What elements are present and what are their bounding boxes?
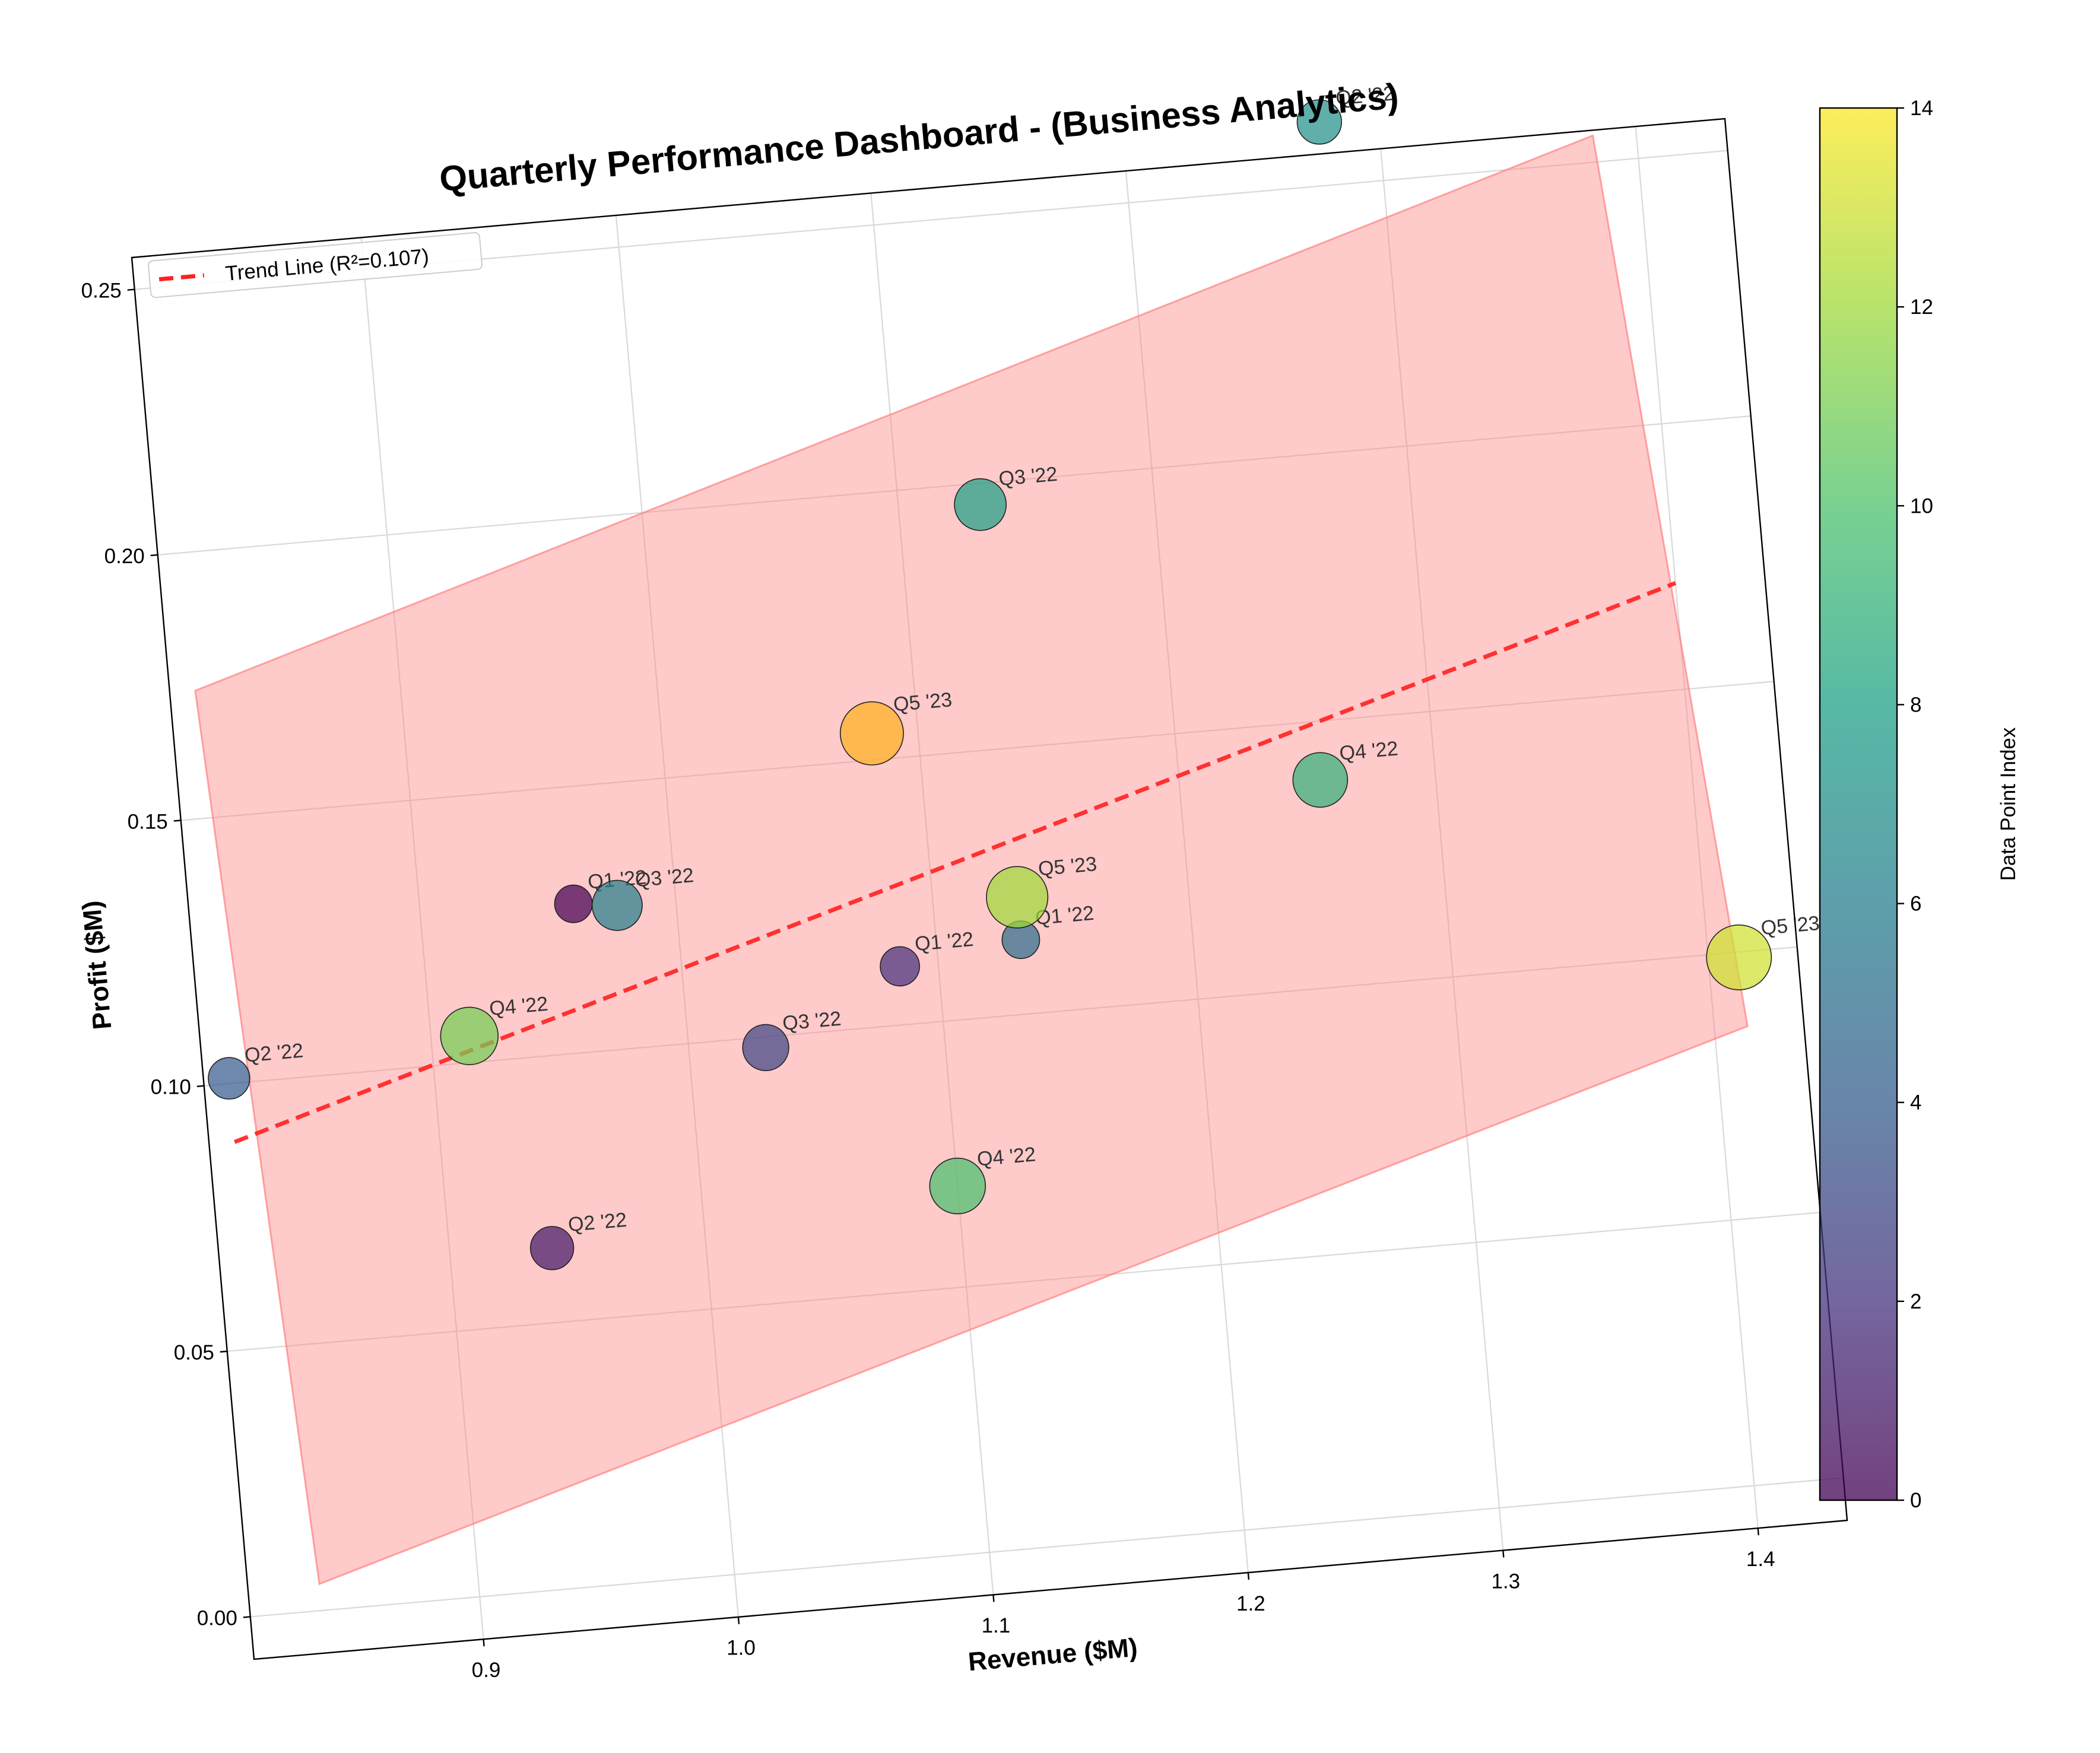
ticks: 0.9 1.0 1.1 1.2 1.3 1.4 0.00 0.05 0.10 0.15 0.20 0.… (81, 280, 1775, 1682)
data-point (554, 884, 593, 923)
x-tick-label: 1.4 (1746, 1548, 1775, 1571)
colorbar: 0 2 4 6 8 10 12 14 Data Point Index (1819, 97, 2020, 1512)
data-point-label: Q4 '22 (1338, 737, 1399, 764)
colorbar-tick-label: 10 (1910, 494, 1933, 517)
data-point (954, 478, 1007, 531)
x-tick (737, 1617, 740, 1624)
legend-box (148, 232, 483, 298)
x-tick-label: 1.2 (1236, 1592, 1265, 1615)
chart-title: Quarterly Performance Dashboard - (Busin… (438, 76, 1400, 199)
data-point (440, 1006, 499, 1065)
y-tick-label: 0.25 (81, 280, 122, 303)
colorbar-tick-label: 8 (1910, 693, 1921, 716)
data-point-label: Q1 '22 (914, 928, 975, 955)
data-point (1292, 752, 1349, 808)
data-point-label: Q2 '22 (244, 1039, 304, 1066)
y-tick-label: 0.15 (128, 810, 168, 833)
data-point-label: Q5 '23 (1760, 912, 1820, 939)
x-gridline (1635, 126, 1759, 1529)
x-gridline (360, 237, 484, 1640)
colorbar-tick-label: 4 (1910, 1091, 1921, 1114)
colorbar-gradient (1820, 108, 1897, 1500)
y-tick (173, 820, 181, 822)
y-axis-label: Profit ($M) (77, 900, 118, 1031)
data-point (929, 1157, 986, 1215)
data-point (986, 866, 1049, 929)
x-axis-label: Revenue ($M) (967, 1633, 1138, 1677)
y-tick-label: 0.05 (174, 1341, 214, 1364)
data-point (529, 1225, 575, 1271)
x-gridline (615, 215, 740, 1617)
x-tick-label: 1.1 (982, 1614, 1011, 1637)
data-point-label: Q3 '22 (782, 1007, 842, 1034)
y-tick-label: 0.00 (197, 1606, 237, 1630)
x-tick-label: 1.3 (1491, 1570, 1520, 1593)
x-gridline (1380, 148, 1504, 1551)
data-point-label: Q5 '23 (1038, 853, 1098, 880)
data-point (742, 1024, 789, 1071)
colorbar-tick-label: 12 (1910, 296, 1933, 319)
colorbar-tick-label: 6 (1910, 893, 1921, 916)
data-point-label: Q3 '22 (634, 864, 694, 891)
y-gridline (157, 415, 1751, 556)
y-gridline (250, 1477, 1844, 1618)
colorbar-tick-label: 14 (1910, 97, 1933, 120)
data-point-label: Q2 '22 (567, 1209, 628, 1236)
data-point (1296, 99, 1342, 145)
colorbar-tick-label: 2 (1910, 1290, 1921, 1313)
data-point (839, 701, 904, 766)
data-point-label: Q4 '22 (976, 1143, 1037, 1170)
colorbar-label: Data Point Index (1997, 727, 2020, 881)
data-point (880, 946, 920, 987)
x-tick (1757, 1527, 1759, 1536)
x-tick (992, 1595, 995, 1602)
data-point-label: Q2 '22 (1335, 82, 1395, 109)
colorbar-tick-label: 0 (1910, 1489, 1921, 1512)
data-point-label: Q4 '22 (488, 993, 549, 1020)
x-gridline (1125, 170, 1249, 1573)
axes-frame (131, 117, 1848, 1660)
y-gridline (180, 681, 1774, 821)
x-tick-label: 1.0 (727, 1637, 756, 1660)
data-point-label: Q5 '23 (893, 688, 953, 716)
x-tick (1247, 1572, 1250, 1580)
y-tick-label: 0.10 (151, 1076, 191, 1099)
x-tick-label: 0.9 (472, 1659, 501, 1682)
data-point-label: Q3 '22 (998, 463, 1058, 490)
x-tick (483, 1639, 485, 1647)
trend-line (233, 581, 1677, 1144)
data-point (591, 879, 643, 931)
y-tick-label: 0.20 (104, 545, 145, 568)
colorbar-frame (1819, 107, 1898, 1501)
legend-swatch (158, 273, 205, 282)
y-tick (220, 1350, 227, 1353)
confidence-band (194, 134, 1749, 1586)
x-gridline (870, 193, 994, 1595)
y-gridline (227, 1211, 1820, 1352)
data-point (208, 1057, 250, 1100)
y-tick (196, 1085, 204, 1087)
data-point (1706, 924, 1772, 990)
